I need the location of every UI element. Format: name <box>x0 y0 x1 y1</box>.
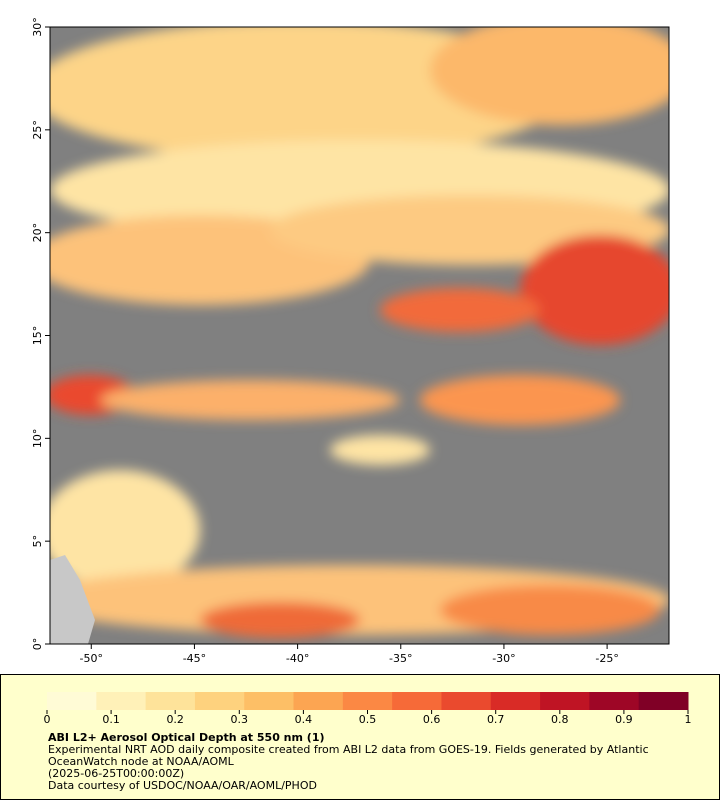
legend-title: ABI L2+ Aerosol Optical Depth at 550 nm … <box>48 731 325 744</box>
x-tick-label: -45° <box>183 652 206 665</box>
y-tick-label: 10° <box>31 429 44 449</box>
x-tick-label: -40° <box>286 652 309 665</box>
map-raster <box>50 27 669 644</box>
colorbar-tick-label: 0 <box>44 713 51 726</box>
colorbar-tick-label: 0.9 <box>615 713 633 726</box>
colorbar-tick-label: 0.1 <box>102 713 120 726</box>
colorbar-tick-label: 0.8 <box>551 713 569 726</box>
colorbar-swatch <box>293 692 344 710</box>
colorbar-swatch <box>638 692 689 710</box>
caption-line: Data courtesy of USDOC/NOAA/OAR/AOML/PHO… <box>48 779 317 792</box>
colorbar-tick-label: 0.4 <box>295 713 313 726</box>
colorbar-tick-label: 0.6 <box>423 713 441 726</box>
x-tick-label: -50° <box>80 652 103 665</box>
colorbar-swatch <box>540 692 590 710</box>
caption-line: Experimental NRT AOD daily composite cre… <box>48 743 649 756</box>
colorbar-swatch <box>194 692 245 710</box>
colorbar-swatch <box>490 692 541 710</box>
y-tick-label: 15° <box>31 326 44 346</box>
colorbar-tick-label: 0.3 <box>231 713 249 726</box>
x-tick-label: -35° <box>389 652 412 665</box>
x-tick-label: -25° <box>595 652 618 665</box>
colorbar-tick-label: 0.2 <box>166 713 184 726</box>
y-tick-label: 5° <box>31 535 44 548</box>
colorbar-swatch <box>441 692 492 710</box>
colorbar-tick-label: 0.7 <box>487 713 505 726</box>
y-tick-label: 0° <box>31 638 44 651</box>
y-tick-label: 20° <box>31 223 44 243</box>
y-tick-label: 25° <box>31 120 44 140</box>
colorbar-swatch <box>96 692 147 710</box>
colorbar-swatch <box>342 692 393 710</box>
colorbar-tick-label: 0.5 <box>359 713 377 726</box>
y-tick-label: 30° <box>31 17 44 37</box>
colorbar-swatch <box>392 692 442 710</box>
x-tick-label: -30° <box>492 652 515 665</box>
colorbar-swatch <box>244 692 295 710</box>
colorbar-tick-label: 1 <box>685 713 692 726</box>
colorbar-swatch <box>47 692 97 710</box>
colorbar-swatch <box>589 692 640 710</box>
caption-line: OceanWatch node at NOAA/AOML <box>48 755 235 768</box>
colorbar-swatch <box>145 692 196 710</box>
caption-line: (2025-06-25T00:00:00Z) <box>48 767 184 780</box>
